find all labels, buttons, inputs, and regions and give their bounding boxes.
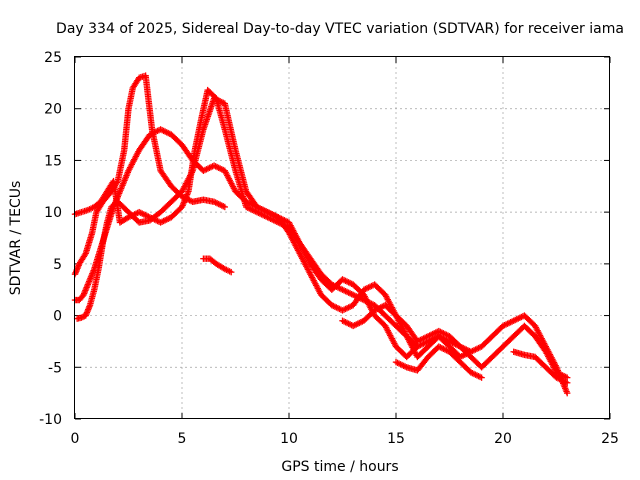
- x-axis-label: GPS time / hours: [281, 459, 398, 475]
- y-tick-label: 10: [44, 205, 62, 221]
- data-point-marker: [467, 348, 475, 355]
- y-axis-label: SDTVAR / TECUs: [8, 181, 24, 296]
- x-tick-label: 20: [494, 431, 512, 447]
- x-tick-label: 10: [280, 431, 298, 447]
- y-tick-label: -10: [39, 412, 62, 428]
- x-tick-label: 5: [178, 431, 187, 447]
- grid-lines: [75, 57, 610, 419]
- y-tick-label: 20: [44, 102, 62, 118]
- data-point-marker: [478, 374, 485, 381]
- data-point-marker: [564, 379, 571, 386]
- y-tick-label: 5: [53, 257, 62, 273]
- y-tick-label: -5: [48, 360, 62, 376]
- data-point-marker: [79, 313, 87, 321]
- tick-labels: 0 5 10 15 20 25 -10 -5 0 5 10 15 20 25: [39, 50, 619, 447]
- axis-ticks: [74, 56, 611, 420]
- x-tick-label: 25: [601, 431, 619, 447]
- data-point-marker: [221, 203, 228, 211]
- x-tick-label: 0: [71, 431, 80, 447]
- y-tick-label: 0: [53, 309, 62, 325]
- chart-title: Day 334 of 2025, Sidereal Day-to-day VTE…: [56, 21, 624, 37]
- y-tick-label: 15: [44, 153, 62, 169]
- data-point-marker: [78, 314, 85, 321]
- plot-frame: [74, 56, 610, 419]
- data-point-marker: [81, 251, 88, 259]
- data-point-marker: [564, 389, 571, 397]
- data-points: [71, 72, 571, 397]
- data-point-marker: [228, 268, 235, 276]
- x-tick-label: 15: [387, 431, 405, 447]
- y-tick-label: 25: [44, 50, 62, 66]
